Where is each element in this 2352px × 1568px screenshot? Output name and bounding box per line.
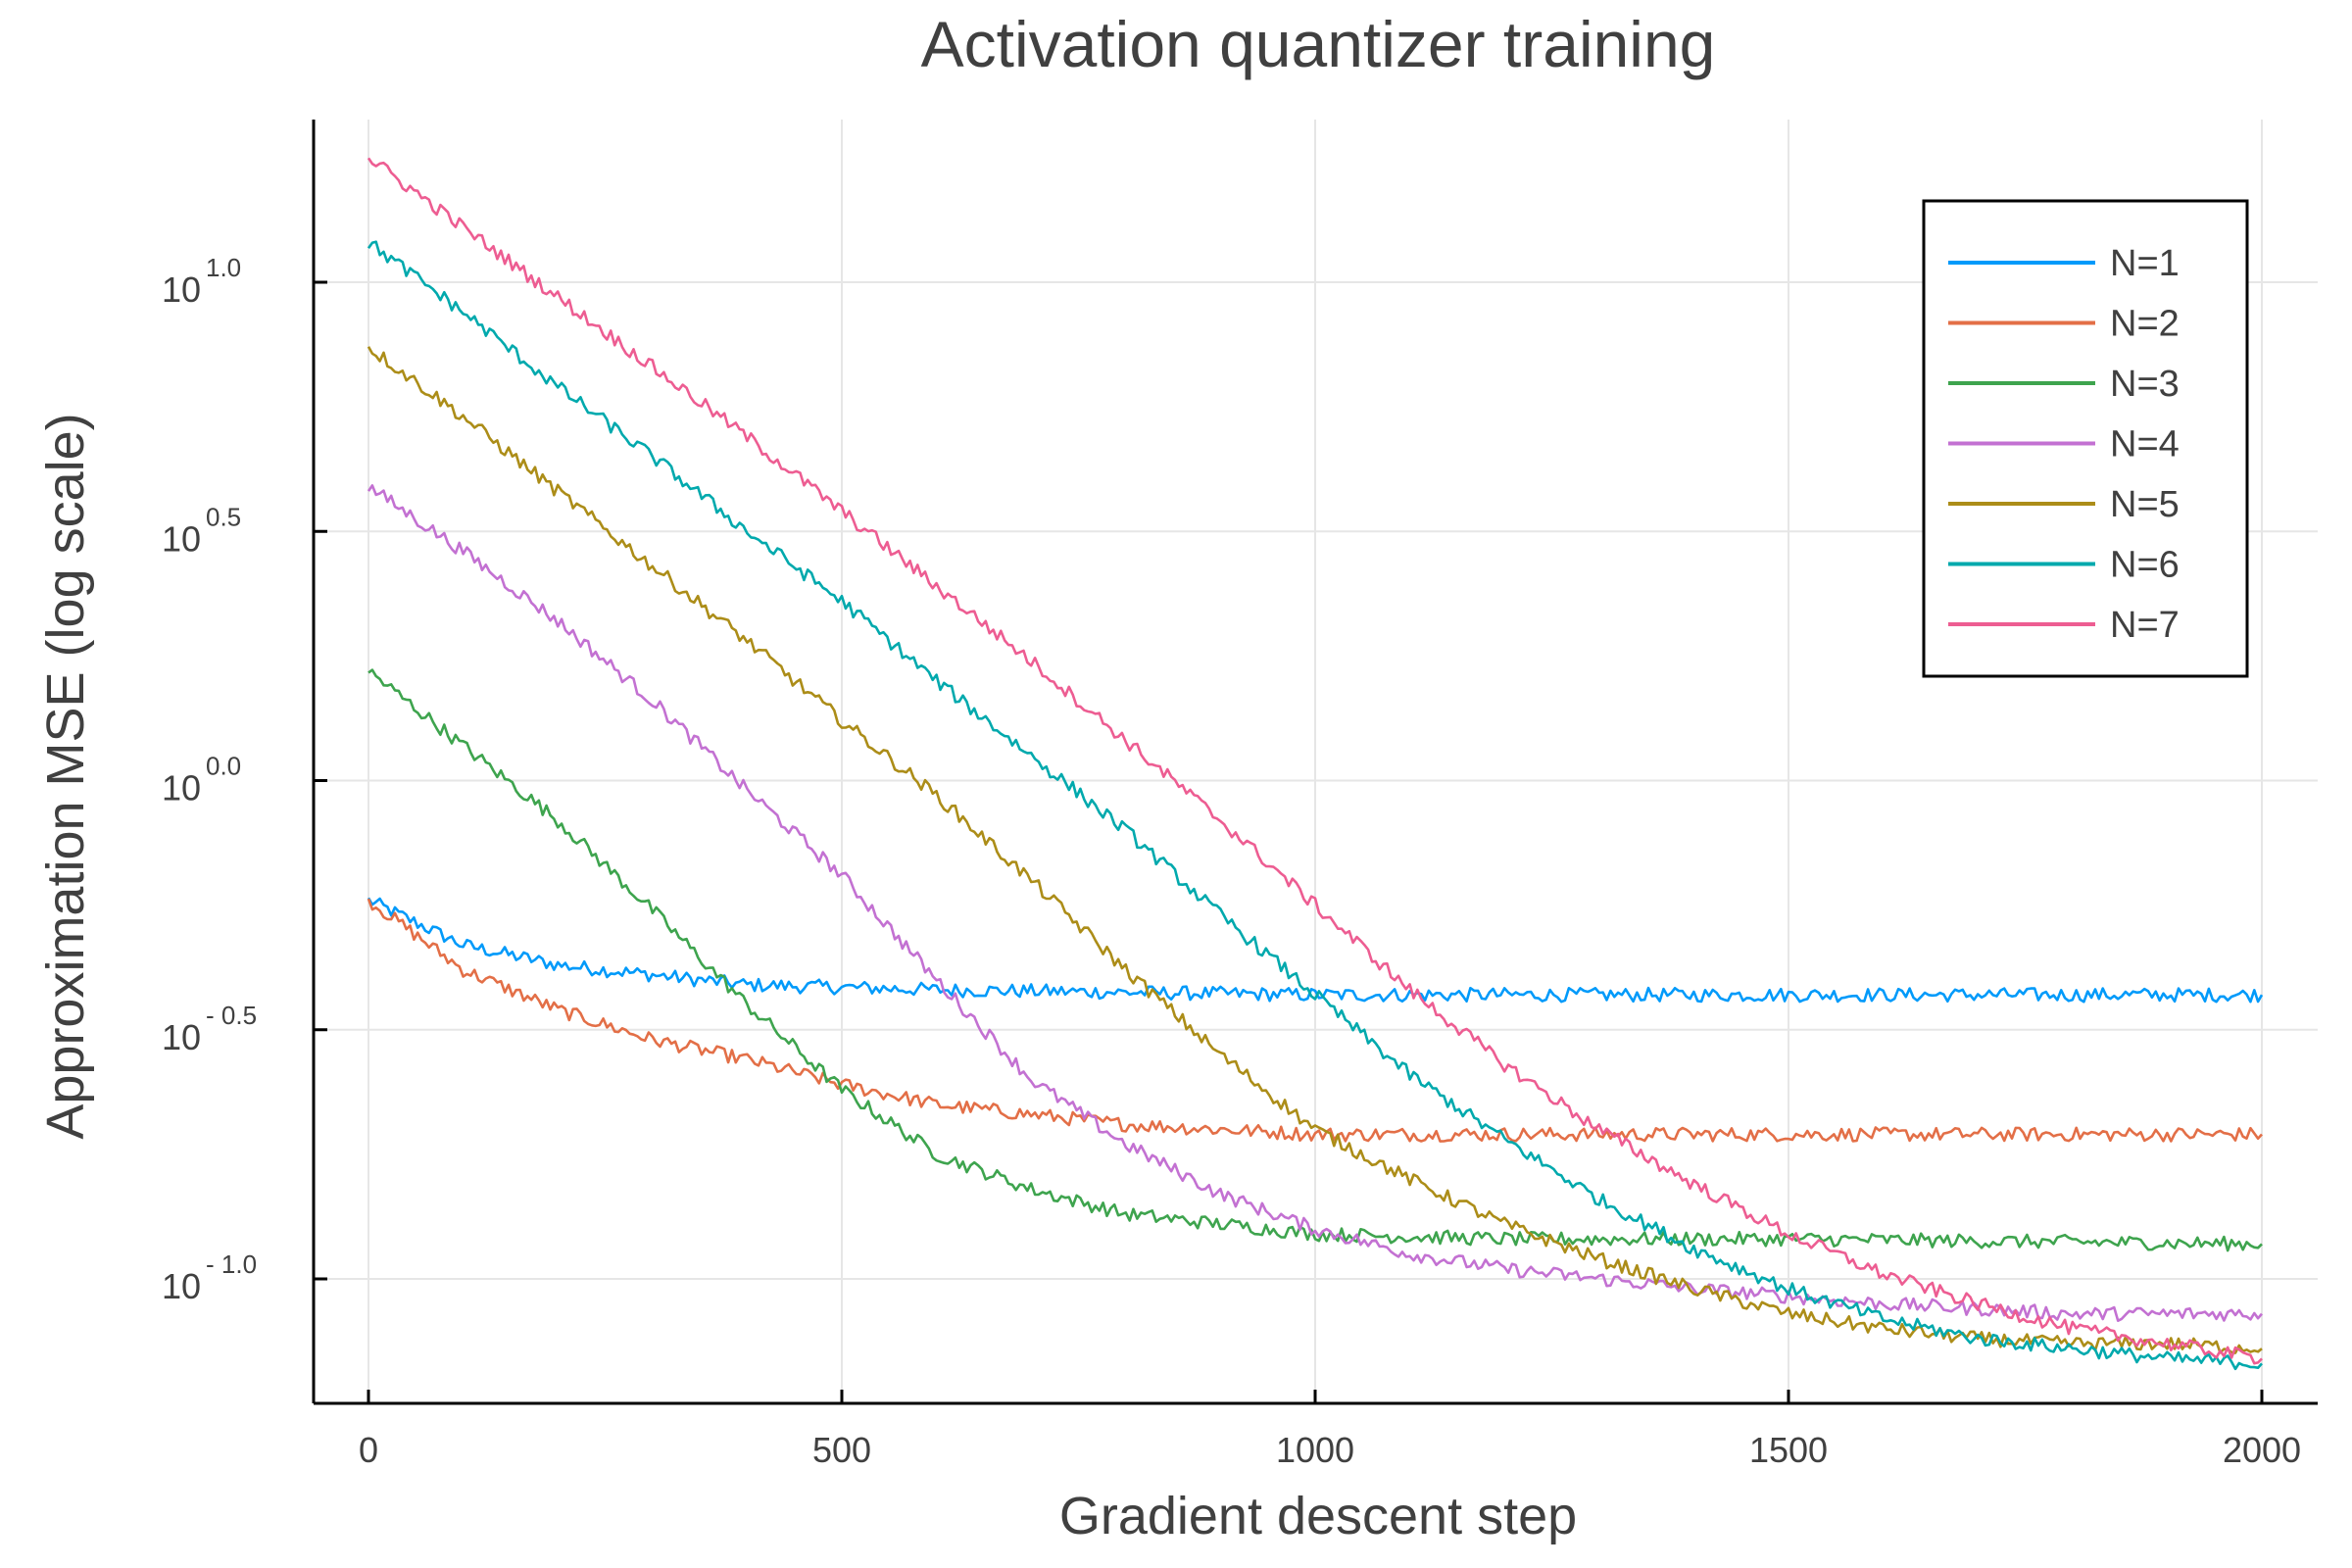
legend-label: N=2	[2110, 304, 2180, 345]
y-tick-label-exponent: 0.5	[206, 502, 241, 531]
x-tick-label: 0	[359, 1430, 378, 1470]
series-line-4	[367, 484, 2263, 1322]
x-tick-label: 1500	[1749, 1430, 1828, 1470]
legend-box	[1922, 199, 2249, 678]
chart-title: Activation quantizer training	[921, 8, 1716, 80]
series-line-3	[368, 668, 2263, 1252]
legend-label: N=3	[2110, 364, 2180, 405]
x-axis-label: Gradient descent step	[1059, 1487, 1577, 1545]
legend-label: N=4	[2110, 424, 2180, 466]
legend-label: N=5	[2110, 484, 2180, 525]
y-tick-label-base: 10	[162, 1017, 201, 1057]
y-tick-label-exponent: - 0.5	[206, 1001, 257, 1030]
plot-area	[367, 157, 2264, 1371]
x-tick-label: 1000	[1276, 1430, 1354, 1470]
series-line-6	[367, 240, 2263, 1371]
x-tick-label: 2000	[2223, 1430, 2301, 1470]
series-line-7	[367, 157, 2263, 1365]
legend-label: N=6	[2110, 545, 2180, 586]
x-tick-label: 500	[812, 1430, 871, 1470]
legend-label: N=7	[2110, 605, 2180, 646]
y-tick-label-exponent: - 1.0	[206, 1250, 257, 1279]
y-tick-label-base: 10	[162, 768, 201, 808]
x-ticks: 0 500 1000 1500 2000	[359, 1390, 2301, 1470]
legend-label: N=1	[2110, 243, 2180, 284]
y-tick-label-base: 10	[162, 1266, 201, 1306]
series-line-1	[367, 897, 2264, 1004]
legend: N=1 N=2 N=3 N=4 N=5 N=6 N=7	[1922, 199, 2249, 678]
series-line-2	[367, 898, 2263, 1143]
y-tick-label-exponent: 1.0	[206, 253, 241, 282]
y-axis-label: Approximation MSE (log scale)	[36, 413, 95, 1139]
y-tick-label-base: 10	[162, 270, 201, 310]
y-tick-label-base: 10	[162, 518, 201, 559]
y-tick-label-exponent: 0.0	[206, 752, 241, 781]
